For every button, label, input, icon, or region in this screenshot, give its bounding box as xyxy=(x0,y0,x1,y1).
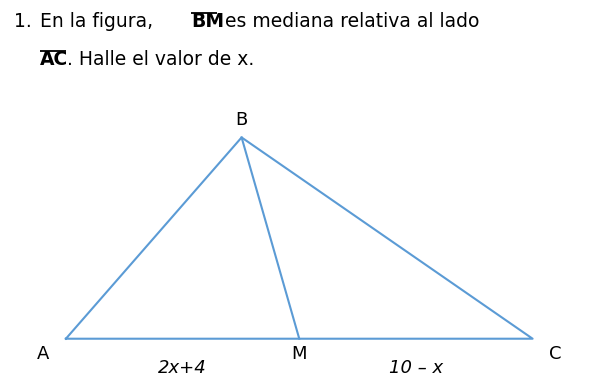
Text: 2x+4: 2x+4 xyxy=(158,359,207,377)
Text: C: C xyxy=(549,345,562,363)
Text: 10 – x: 10 – x xyxy=(389,359,443,377)
Text: BM: BM xyxy=(191,12,224,31)
Text: AC: AC xyxy=(40,50,68,69)
Text: 1.: 1. xyxy=(14,12,43,31)
Text: En la figura,: En la figura, xyxy=(40,12,159,31)
Text: . Halle el valor de x.: . Halle el valor de x. xyxy=(67,50,254,69)
Text: B: B xyxy=(236,111,248,129)
Text: A: A xyxy=(37,345,50,363)
Text: M: M xyxy=(292,345,307,363)
Text: es mediana relativa al lado: es mediana relativa al lado xyxy=(219,12,480,31)
